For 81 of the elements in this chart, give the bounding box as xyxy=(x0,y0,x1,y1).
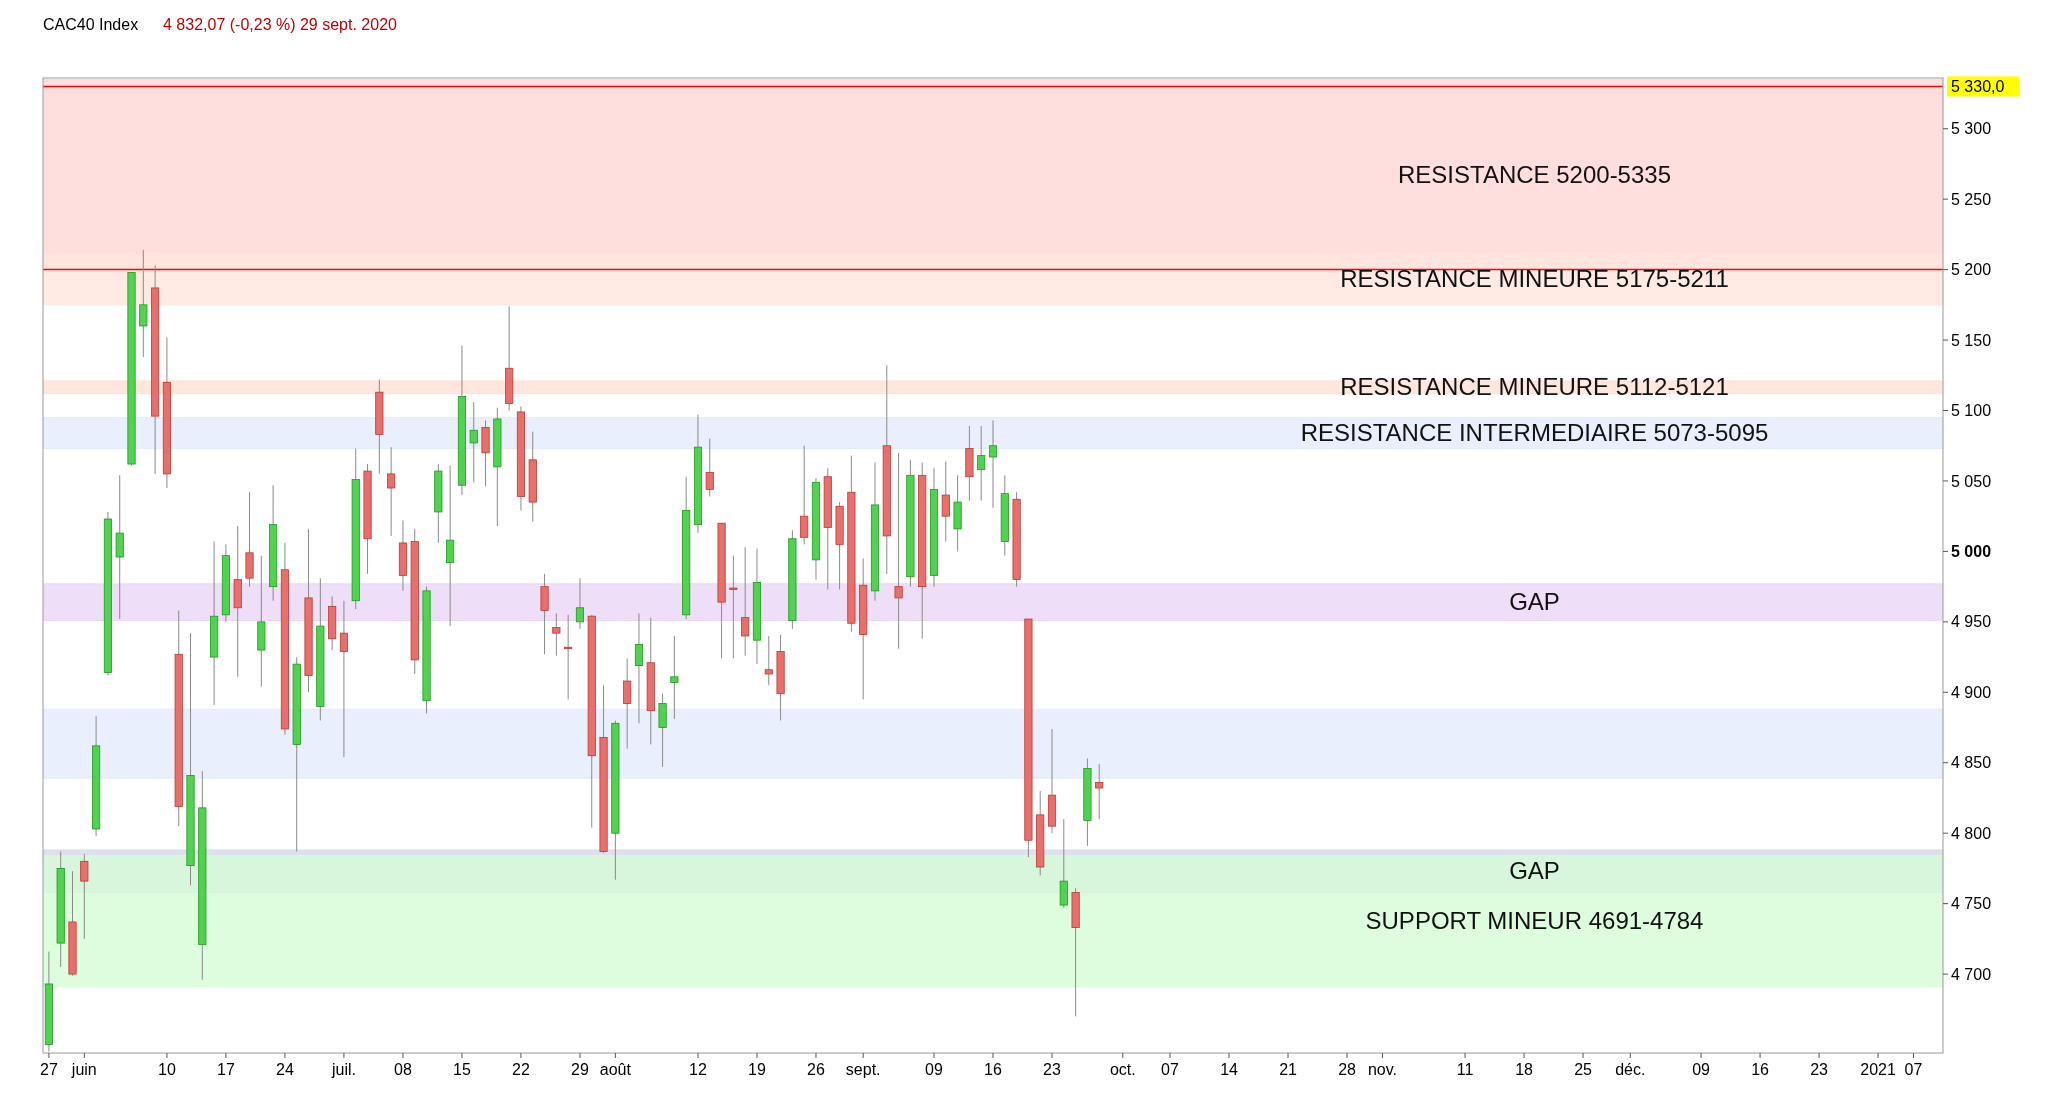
x-tick-label: 09 xyxy=(925,1061,943,1078)
x-tick-label: déc. xyxy=(1615,1061,1646,1078)
candlestick xyxy=(988,419,998,509)
band-label: GAP xyxy=(1509,588,1560,616)
band-label: RESISTANCE MINEURE 5112-5121 xyxy=(1340,373,1729,401)
x-tick-label: 17 xyxy=(217,1061,235,1078)
candlestick xyxy=(670,635,679,720)
candlestick xyxy=(634,612,644,724)
x-tick-label: 28 xyxy=(1338,1061,1357,1078)
y-tick-label: 4 950 xyxy=(1951,613,1992,631)
y-tick-label: 4 800 xyxy=(1951,824,1992,842)
x-tick-label: 16 xyxy=(1751,1061,1770,1078)
x-tick-label: 10 xyxy=(158,1061,176,1078)
y-tick-label: 5 050 xyxy=(1951,472,1992,490)
x-tick-label: nov. xyxy=(1367,1061,1397,1078)
candlestick xyxy=(977,425,986,502)
x-tick-label: 2021 xyxy=(1860,1061,1896,1078)
x-tick-label: 18 xyxy=(1515,1061,1534,1078)
y-tick-label: 4 850 xyxy=(1951,754,1992,772)
band-label: SUPPORT MINEUR 4691-4784 xyxy=(1365,907,1704,935)
x-tick-label: 07 xyxy=(1161,1061,1180,1078)
band-label: RESISTANCE 5200-5335 xyxy=(1397,160,1672,188)
candlestick xyxy=(115,474,124,620)
x-tick-label: 24 xyxy=(276,1061,294,1078)
x-tick-label: 25 xyxy=(1574,1061,1593,1078)
chart-title: CAC40 Index xyxy=(43,16,139,33)
y-tick-label: 5 100 xyxy=(1951,402,1992,420)
band-label: RESISTANCE MINEURE 5175-5211 xyxy=(1340,265,1729,293)
candlestick xyxy=(705,438,714,497)
candlestick xyxy=(741,546,750,657)
candlestick xyxy=(446,464,455,627)
x-tick-label: 26 xyxy=(807,1061,825,1078)
candlestick xyxy=(729,555,738,659)
x-tick-label: 22 xyxy=(512,1061,530,1078)
candlestick xyxy=(469,401,478,483)
x-tick-label: 29 xyxy=(571,1061,589,1078)
candlestick xyxy=(941,460,950,543)
x-tick-label: 08 xyxy=(394,1061,412,1078)
y-tick-label: 4 750 xyxy=(1951,895,1992,913)
x-tick-label: juil. xyxy=(330,1061,356,1078)
x-tick-label: sept. xyxy=(845,1061,881,1078)
x-tick-label: août xyxy=(599,1061,632,1078)
x-tick-label: 23 xyxy=(1043,1061,1062,1078)
x-tick-label: 27 xyxy=(40,1061,58,1078)
x-tick-label: 14 xyxy=(1220,1061,1239,1078)
band-label: RESISTANCE INTERMEDIAIRE 5073-5095 xyxy=(1300,419,1769,447)
x-tick-label: 16 xyxy=(984,1061,1002,1078)
y-tick-label: 5 250 xyxy=(1951,190,1992,208)
candlestick xyxy=(1059,818,1068,909)
y-tick-label: 5 000 xyxy=(1951,543,1992,561)
x-tick-label: 11 xyxy=(1456,1061,1474,1078)
candlestick xyxy=(894,452,903,650)
candlestick xyxy=(339,600,348,758)
chart-subtitle: 4 832,07 (-0,23 %) 29 sept. 2020 xyxy=(163,16,398,33)
candlestick xyxy=(139,249,148,358)
candlestick xyxy=(80,853,89,940)
band-label: GAP xyxy=(1509,857,1560,885)
x-tick-label: oct. xyxy=(1109,1061,1136,1078)
ref-line-label: 5 330,0 xyxy=(1951,78,2005,96)
candlestick xyxy=(387,446,396,537)
candlestick xyxy=(764,635,773,686)
candlestick xyxy=(623,657,632,750)
x-tick-label: 15 xyxy=(453,1061,471,1078)
candlestick xyxy=(1095,763,1104,820)
candlestick xyxy=(800,445,809,545)
y-tick-label: 5 300 xyxy=(1951,120,1992,138)
x-tick-label: 09 xyxy=(1692,1061,1711,1078)
x-tick-label: 07 xyxy=(1904,1061,1923,1078)
x-tick-label: 23 xyxy=(1810,1061,1829,1078)
candlestick xyxy=(540,573,549,655)
y-tick-label: 5 150 xyxy=(1951,331,1992,349)
x-tick-label: 19 xyxy=(748,1061,766,1078)
y-tick-label: 4 900 xyxy=(1951,683,1992,701)
candlestick xyxy=(658,693,667,768)
y-tick-label: 5 200 xyxy=(1951,261,1992,279)
candlestick xyxy=(575,577,585,630)
x-tick-label: juin xyxy=(70,1061,97,1078)
x-tick-label: 12 xyxy=(689,1061,707,1078)
candlestick xyxy=(552,612,561,657)
y-tick-label: 4 700 xyxy=(1951,965,1992,983)
x-tick-label: 21 xyxy=(1279,1061,1298,1078)
